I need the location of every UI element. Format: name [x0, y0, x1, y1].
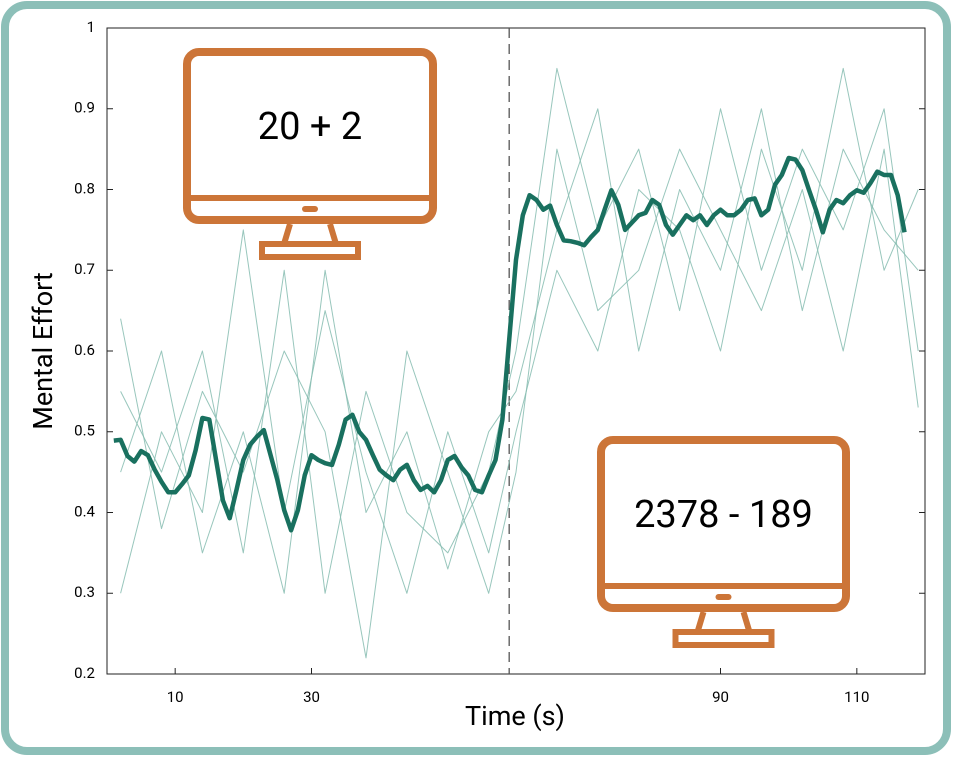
y-tick-label: 0.8 — [74, 179, 95, 197]
monitor-button — [302, 206, 318, 212]
y-axis-label: Mental Effort — [27, 272, 59, 430]
x-tick-label: 110 — [844, 688, 869, 706]
y-tick-label: 0.6 — [74, 341, 95, 359]
x-tick-label: 30 — [303, 688, 320, 706]
annotation: 2378 - 189 — [634, 493, 813, 537]
y-tick-label: 0.3 — [74, 583, 95, 601]
monitor-icon: 2378 - 189 — [597, 436, 850, 648]
y-tick-label: 0.4 — [74, 502, 95, 520]
y-tick-label: 0.5 — [74, 422, 95, 440]
monitor-button — [715, 594, 732, 600]
y-tick-label: 0.2 — [74, 664, 95, 682]
participant-line — [120, 148, 919, 659]
monitor-stand — [694, 611, 753, 633]
monitor-screen — [597, 436, 850, 612]
monitor-base — [259, 241, 361, 260]
monitor-base — [672, 629, 775, 648]
x-tick-label: 90 — [712, 688, 729, 706]
y-tick-label: 0.7 — [74, 260, 95, 278]
x-tick-label: 10 — [167, 688, 184, 706]
monitor-screen — [183, 48, 437, 224]
annotation: 20 + 2 — [258, 105, 362, 149]
x-axis-label: Time (s) — [465, 700, 565, 732]
participant-line — [120, 67, 919, 594]
participant-line — [120, 108, 919, 594]
mean-line — [113, 155, 907, 533]
y-tick-label: 1 — [87, 18, 95, 36]
y-tick-label: 0.9 — [74, 99, 95, 117]
monitor-icon: 20 + 2 — [183, 48, 437, 260]
monitor-stand — [281, 223, 339, 245]
